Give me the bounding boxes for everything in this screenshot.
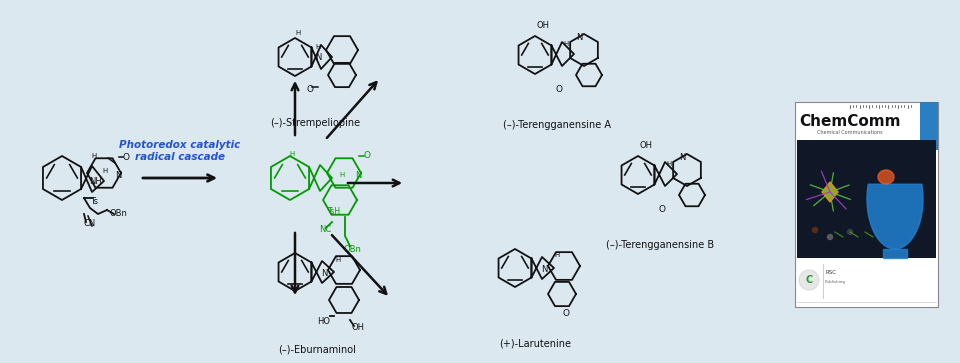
Text: Ts: Ts bbox=[90, 197, 98, 207]
Text: O: O bbox=[659, 205, 665, 215]
Text: O: O bbox=[123, 152, 130, 162]
Text: Chemical Communications: Chemical Communications bbox=[817, 130, 883, 135]
Polygon shape bbox=[867, 184, 923, 249]
Text: H: H bbox=[91, 153, 97, 159]
Text: Photoredox catalytic
radical cascade: Photoredox catalytic radical cascade bbox=[119, 140, 241, 162]
Bar bbox=[797, 260, 936, 304]
Circle shape bbox=[812, 228, 818, 232]
Text: Publishing: Publishing bbox=[825, 280, 846, 284]
Bar bbox=[795, 102, 938, 307]
Circle shape bbox=[848, 229, 852, 234]
Text: N: N bbox=[115, 171, 121, 180]
Text: O: O bbox=[556, 86, 563, 94]
Text: HO: HO bbox=[318, 318, 330, 326]
Circle shape bbox=[828, 234, 832, 240]
Text: H: H bbox=[289, 151, 295, 157]
Text: N: N bbox=[355, 171, 361, 180]
Polygon shape bbox=[878, 170, 894, 184]
Text: H: H bbox=[335, 257, 341, 263]
Text: H: H bbox=[340, 172, 345, 178]
Text: N: N bbox=[315, 53, 322, 61]
Text: OH: OH bbox=[351, 322, 365, 331]
Text: OBn: OBn bbox=[109, 208, 127, 217]
Text: (–)-Terengganensine B: (–)-Terengganensine B bbox=[606, 240, 714, 250]
Text: OH: OH bbox=[537, 21, 549, 30]
Text: N: N bbox=[576, 33, 582, 42]
Text: O: O bbox=[364, 151, 371, 160]
Bar bbox=[920, 102, 938, 150]
Text: NC: NC bbox=[319, 225, 331, 234]
Text: O: O bbox=[563, 309, 569, 318]
Text: H: H bbox=[296, 30, 300, 36]
Text: ChemComm: ChemComm bbox=[800, 114, 900, 130]
Text: H: H bbox=[554, 252, 560, 258]
Text: NH: NH bbox=[89, 176, 102, 185]
Text: (–)-Terengganensine A: (–)-Terengganensine A bbox=[503, 120, 611, 130]
Text: C: C bbox=[805, 275, 812, 285]
Text: H: H bbox=[316, 44, 321, 50]
Text: (+)-Larutenine: (+)-Larutenine bbox=[499, 338, 571, 348]
Text: O: O bbox=[306, 86, 314, 94]
Text: (–)-Strempeliopine: (–)-Strempeliopine bbox=[270, 118, 360, 128]
Text: N: N bbox=[679, 154, 685, 163]
Text: RSC: RSC bbox=[825, 269, 836, 274]
Text: H: H bbox=[103, 168, 108, 174]
Bar bbox=[797, 140, 936, 258]
Circle shape bbox=[799, 270, 819, 290]
Text: (–)-Eburnaminol: (–)-Eburnaminol bbox=[278, 345, 356, 355]
Text: N: N bbox=[540, 265, 547, 274]
Text: N: N bbox=[321, 269, 327, 278]
Text: H: H bbox=[666, 161, 672, 167]
Text: H: H bbox=[564, 41, 568, 47]
Text: TsH: TsH bbox=[328, 208, 342, 216]
Text: OH: OH bbox=[639, 142, 653, 151]
Polygon shape bbox=[883, 249, 907, 258]
Polygon shape bbox=[822, 182, 838, 202]
Text: CN: CN bbox=[84, 219, 96, 228]
Text: OBn: OBn bbox=[343, 245, 361, 254]
